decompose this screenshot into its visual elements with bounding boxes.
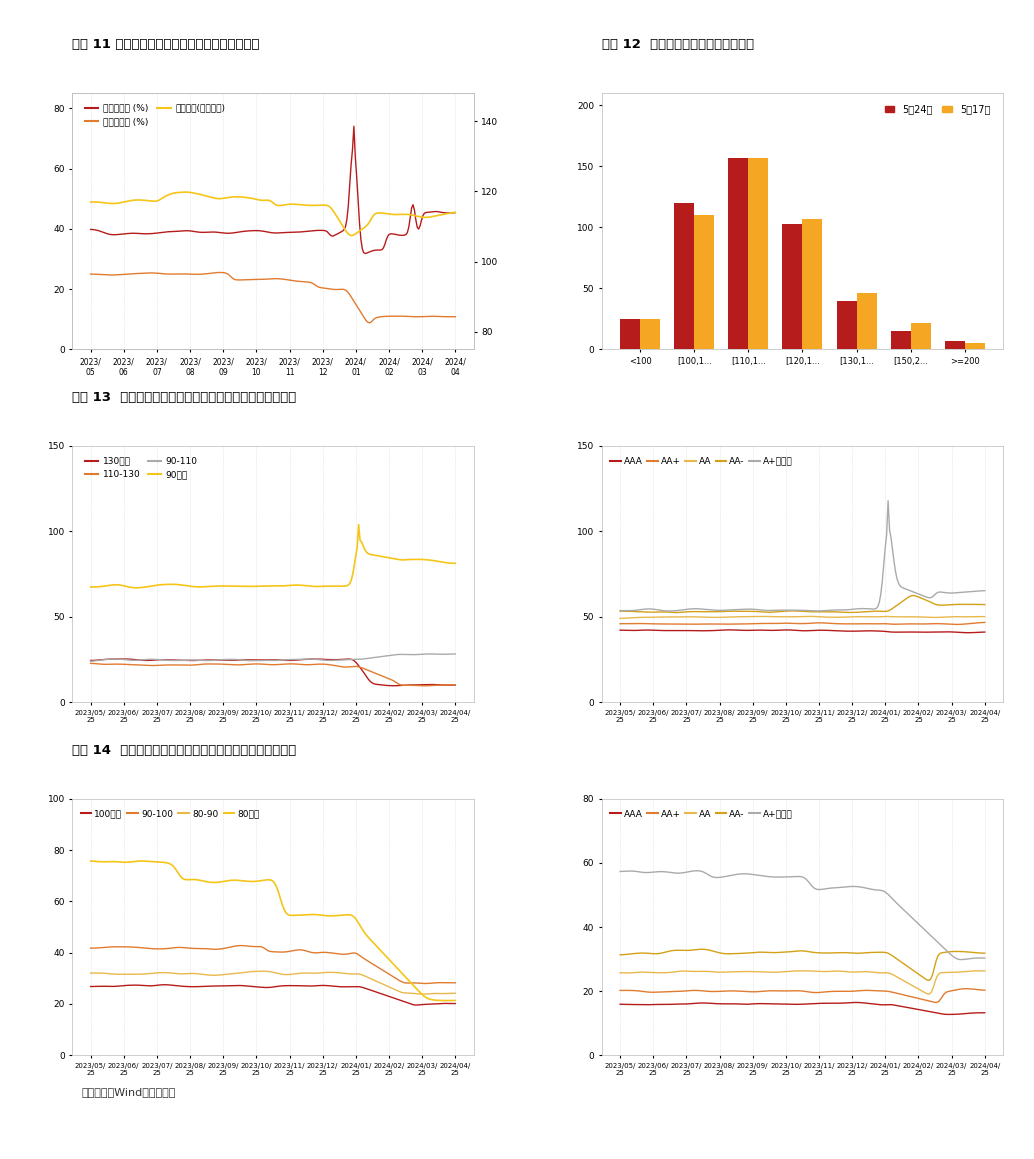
- Bar: [802, 219, 822, 350]
- Bar: [728, 158, 749, 350]
- Legend: AAA, AA+, AA, AA-, A+及以下: AAA, AA+, AA, AA-, A+及以下: [606, 806, 796, 822]
- Bar: [640, 319, 660, 350]
- Bar: [837, 300, 856, 350]
- Legend: 100以上, 90-100, 80-90, 80以下: 100以上, 90-100, 80-90, 80以下: [77, 806, 263, 822]
- Bar: [694, 216, 714, 350]
- Bar: [783, 224, 802, 350]
- Text: 图表 14  纯债溢价率算数平均值（按纯债价值和信用等级）: 图表 14 纯债溢价率算数平均值（按纯债价值和信用等级）: [72, 744, 297, 757]
- Text: 图表 11 转债价格、转股溢价率和纯债溢价率中枢: 图表 11 转债价格、转股溢价率和纯债溢价率中枢: [72, 38, 260, 51]
- Legend: 转股溢价率 (%), 纯债溢价率 (%), 转债价格(元，右轴): 转股溢价率 (%), 纯债溢价率 (%), 转债价格(元，右轴): [81, 100, 229, 130]
- Legend: 130以上, 110-130, 90-110, 90以下: 130以上, 110-130, 90-110, 90以下: [81, 453, 202, 483]
- Legend: 5月24日, 5月17日: 5月24日, 5月17日: [881, 101, 994, 118]
- Bar: [674, 203, 694, 350]
- Bar: [890, 331, 911, 350]
- Bar: [945, 341, 965, 350]
- Bar: [749, 158, 768, 350]
- Legend: AAA, AA+, AA, AA-, A+及以下: AAA, AA+, AA, AA-, A+及以下: [606, 453, 796, 469]
- Bar: [911, 322, 931, 350]
- Bar: [620, 319, 640, 350]
- Text: 图表 12  转债个券价格分布区间（支）: 图表 12 转债个券价格分布区间（支）: [602, 38, 754, 51]
- Bar: [965, 343, 984, 350]
- Bar: [856, 293, 877, 350]
- Text: 图表 13  转股溢价率算数平均值（按转换价值和信用等级）: 图表 13 转股溢价率算数平均值（按转换价值和信用等级）: [72, 392, 297, 404]
- Text: 数据来源：Wind，东方金诚: 数据来源：Wind，东方金诚: [82, 1087, 176, 1098]
